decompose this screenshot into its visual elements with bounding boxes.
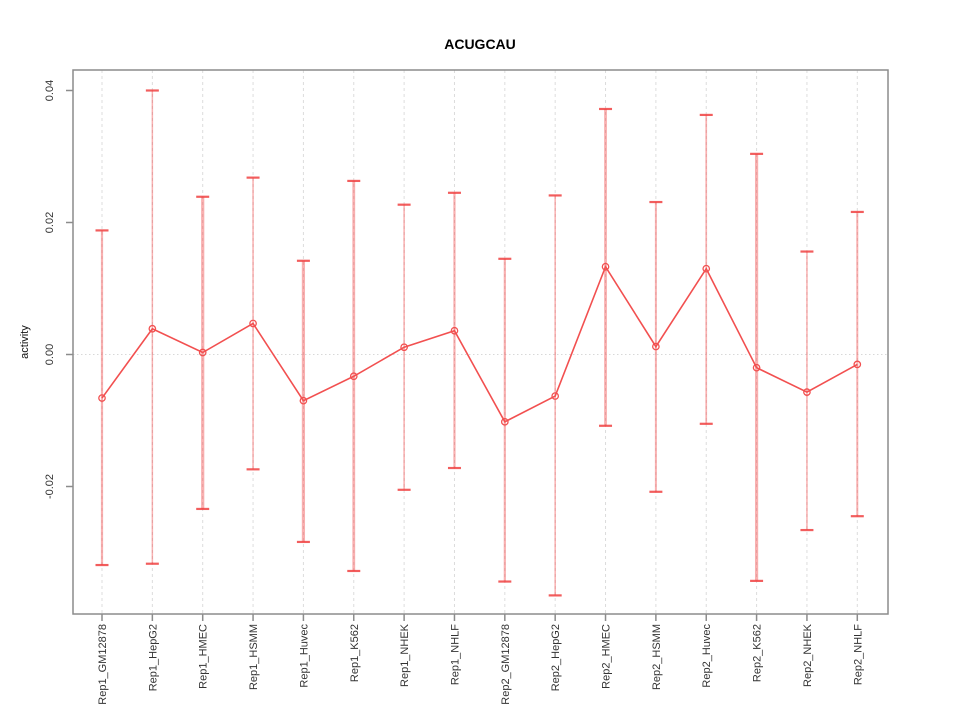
y-tick-label: 0.04 [44,80,56,101]
y-tick-label: -0.02 [44,474,56,499]
y-tick-label: 0.00 [44,344,56,365]
data-point-marker [652,342,660,351]
y-axis-ticks [66,89,73,488]
x-tick-label: Rep1_Huvec [298,624,310,688]
x-grid-lines [101,70,858,614]
series [101,264,858,423]
y-tick-labels: -0.02 0.00 0.02 0.04 [44,80,56,499]
data-point-marker [702,264,711,273]
data-point-marker [148,324,157,333]
x-tick-label: Rep2_Huvec [701,624,713,688]
x-tick-label: Rep2_GM12878 [500,624,512,705]
data-point-marker [198,348,207,357]
plot-frame [72,69,889,615]
series-line [101,264,858,423]
chart-title: ACUGCAU [444,36,516,52]
x-tick-label: Rep1_GM12878 [97,624,109,705]
x-tick-label: Rep1_K562 [349,624,361,682]
y-axis-title: activity [19,325,31,359]
data-point-marker [752,363,761,372]
x-axis-ticks [101,614,859,621]
x-tick-label: Rep1_NHLF [449,624,461,685]
data-point-marker [349,372,358,381]
x-tick-label: Rep2_HepG2 [550,624,562,691]
error-bars [95,89,864,597]
x-tick-label: Rep1_HMEC [198,624,210,689]
x-tick-label: Rep1_HSMM [248,624,260,690]
data-point-marker [450,326,459,335]
data-points [98,262,862,426]
data-point-marker [551,392,560,400]
x-tick-labels: Rep1_GM12878 Rep1_HepG2 Rep1_HMEC Rep1_HSMM… [97,623,864,704]
data-point-marker [98,394,106,402]
data-point-marker [249,319,257,328]
x-tick-label: Rep2_NHEK [802,623,814,687]
data-point-marker [299,396,308,405]
data-point-marker [803,388,811,396]
x-tick-label: Rep1_NHEK [399,623,411,687]
x-tick-label: Rep2_K562 [752,624,764,682]
frame [72,69,889,615]
data-point-marker [853,360,862,369]
x-tick-label: Rep2_NHLF [852,624,864,685]
data-point-marker [400,343,408,352]
y-tick-label: 0.02 [44,212,56,233]
data-point-marker [601,262,610,271]
data-point-marker [500,417,509,426]
x-tick-label: Rep2_HMEC [601,624,613,689]
x-tick-label: Rep2_HSMM [651,624,663,690]
x-tick-label: Rep1_HepG2 [147,624,159,691]
